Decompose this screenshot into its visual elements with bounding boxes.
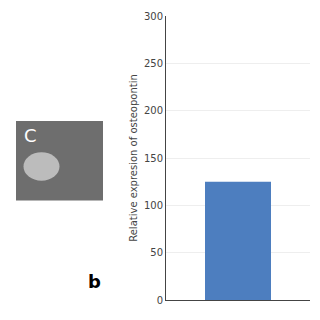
svg-text:Relative expresion of osteopon: Relative expresion of osteopontin — [128, 74, 139, 242]
svg-text:b: b — [88, 271, 101, 292]
svg-text:150: 150 — [144, 153, 163, 164]
svg-text:250: 250 — [144, 58, 163, 69]
svg-text:200: 200 — [144, 105, 163, 116]
svg-text:100: 100 — [144, 200, 163, 211]
svg-text:50: 50 — [150, 247, 163, 258]
svg-text:0: 0 — [157, 295, 163, 306]
svg-text:300: 300 — [144, 11, 163, 22]
svg-text:C: C — [24, 125, 37, 146]
